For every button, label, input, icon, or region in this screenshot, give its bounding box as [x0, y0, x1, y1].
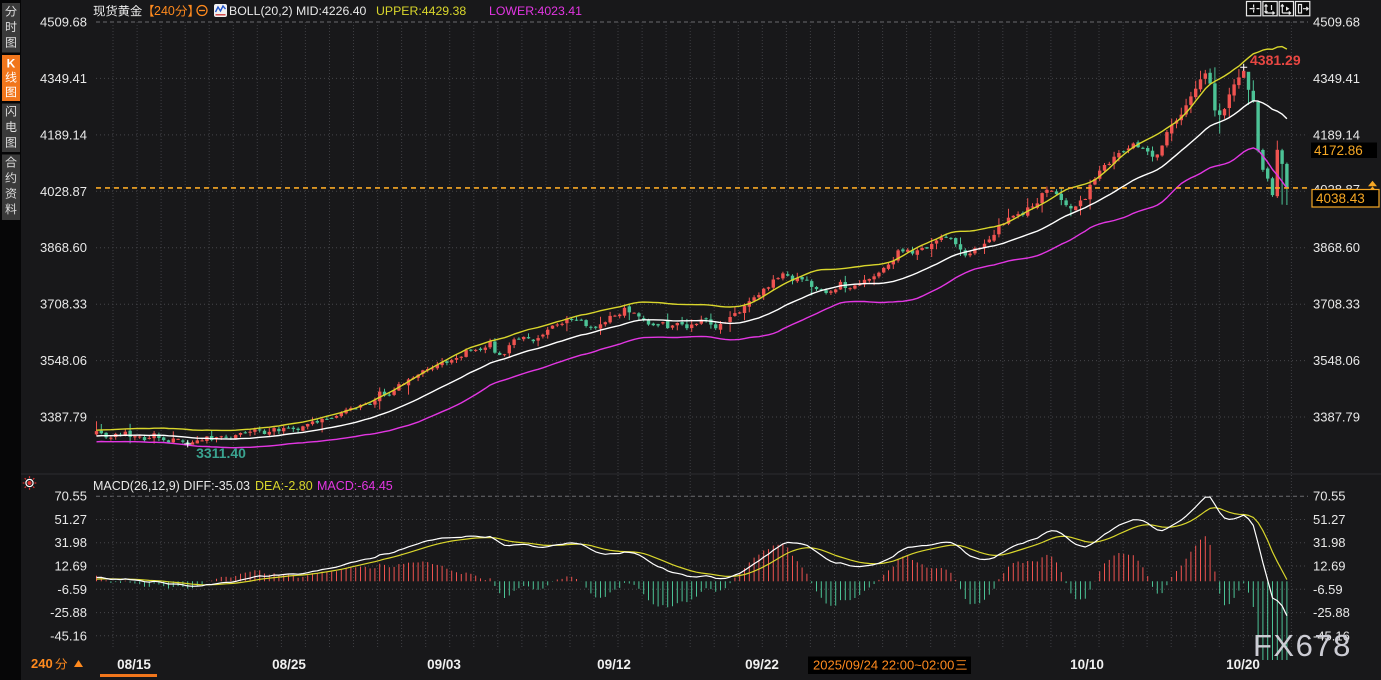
svg-text:10/10: 10/10: [1070, 657, 1104, 672]
svg-text:4189.14: 4189.14: [40, 127, 87, 142]
svg-text:09/12: 09/12: [597, 657, 631, 672]
svg-text:-25.88: -25.88: [1313, 605, 1350, 620]
svg-text:10/20: 10/20: [1226, 657, 1260, 672]
svg-text:-45.16: -45.16: [1313, 628, 1350, 643]
svg-text:12.69: 12.69: [1313, 559, 1346, 574]
svg-text:09/03: 09/03: [427, 657, 461, 672]
svg-text:70.55: 70.55: [54, 489, 87, 504]
svg-text:3548.06: 3548.06: [1313, 353, 1360, 368]
svg-text:12.69: 12.69: [54, 559, 87, 574]
svg-text:FX678: FX678: [1253, 628, 1352, 663]
svg-text:31.98: 31.98: [1313, 535, 1346, 550]
svg-text:3868.60: 3868.60: [40, 240, 87, 255]
svg-text:09/22: 09/22: [745, 657, 779, 672]
svg-text:UPPER:4429.38: UPPER:4429.38: [376, 4, 466, 18]
svg-text:240: 240: [31, 656, 53, 671]
svg-text:-6.59: -6.59: [1313, 582, 1343, 597]
svg-text:4038.43: 4038.43: [1316, 191, 1365, 206]
svg-text:240: 240: [154, 4, 175, 18]
svg-text:4509.68: 4509.68: [40, 15, 87, 30]
svg-text:LOWER:4023.41: LOWER:4023.41: [489, 4, 582, 18]
svg-text:31.98: 31.98: [54, 535, 87, 550]
svg-text:4189.14: 4189.14: [1313, 127, 1360, 142]
svg-text:4172.86: 4172.86: [1314, 143, 1363, 158]
svg-text:4381.29: 4381.29: [1250, 52, 1301, 68]
svg-text:K: K: [7, 56, 16, 70]
svg-text:3311.40: 3311.40: [196, 445, 246, 461]
svg-text:2025/09/24 22:00~02:00: 2025/09/24 22:00~02:00: [813, 658, 954, 673]
svg-text:3708.33: 3708.33: [40, 297, 87, 312]
svg-text:4028.87: 4028.87: [40, 184, 87, 199]
svg-text:08/15: 08/15: [117, 657, 151, 672]
svg-text:-6.59: -6.59: [57, 582, 87, 597]
svg-text:BOLL(20,2) MID:4226.40: BOLL(20,2) MID:4226.40: [229, 4, 367, 18]
svg-text:3387.79: 3387.79: [1313, 410, 1360, 425]
svg-text:70.55: 70.55: [1313, 489, 1346, 504]
svg-text:4509.68: 4509.68: [1313, 15, 1360, 30]
svg-text:3387.79: 3387.79: [40, 410, 87, 425]
svg-text:08/25: 08/25: [272, 657, 306, 672]
svg-text:MACD(26,12,9) DIFF:-35.03: MACD(26,12,9) DIFF:-35.03: [93, 479, 250, 493]
svg-text:4349.41: 4349.41: [40, 71, 87, 86]
svg-text:4349.41: 4349.41: [1313, 71, 1360, 86]
svg-text:3548.06: 3548.06: [40, 353, 87, 368]
svg-text:51.27: 51.27: [54, 512, 87, 527]
svg-text:-45.16: -45.16: [50, 628, 87, 643]
svg-text:-25.88: -25.88: [50, 605, 87, 620]
svg-text:3868.60: 3868.60: [1313, 240, 1360, 255]
svg-text:DEA:-2.80: DEA:-2.80: [255, 479, 313, 493]
svg-text:3708.33: 3708.33: [1313, 297, 1360, 312]
svg-text:MACD:-64.45: MACD:-64.45: [317, 479, 393, 493]
svg-text:51.27: 51.27: [1313, 512, 1346, 527]
